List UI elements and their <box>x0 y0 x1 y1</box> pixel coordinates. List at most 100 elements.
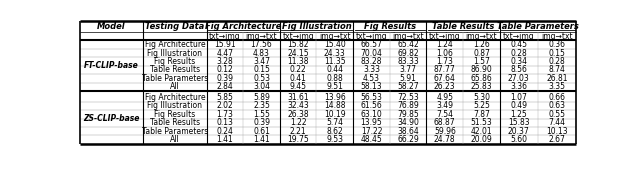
Text: 24.33: 24.33 <box>324 49 346 58</box>
Text: Fig Architecture: Fig Architecture <box>205 22 282 31</box>
Text: Fig Architecture: Fig Architecture <box>145 40 205 49</box>
Text: 0.61: 0.61 <box>253 127 270 136</box>
Text: 1.57: 1.57 <box>473 57 490 66</box>
Text: 38.64: 38.64 <box>397 127 419 136</box>
Text: txt→img: txt→img <box>429 32 461 41</box>
Text: 1.07: 1.07 <box>511 93 527 102</box>
Text: img→txt: img→txt <box>319 32 351 41</box>
Text: 70.04: 70.04 <box>360 49 383 58</box>
Text: 13.95: 13.95 <box>360 118 382 127</box>
Text: 66.57: 66.57 <box>360 40 383 49</box>
Text: 1.41: 1.41 <box>253 135 270 144</box>
Text: 3.35: 3.35 <box>548 82 566 91</box>
Text: 0.49: 0.49 <box>510 101 527 110</box>
Text: Table Results: Table Results <box>150 65 200 75</box>
Text: 4.47: 4.47 <box>216 49 234 58</box>
Text: Fig Illustration: Fig Illustration <box>282 22 351 31</box>
Text: 3.04: 3.04 <box>253 82 270 91</box>
Text: 0.39: 0.39 <box>253 118 270 127</box>
Text: 1.73: 1.73 <box>216 110 234 119</box>
Text: 5.85: 5.85 <box>216 93 234 102</box>
Text: 68.87: 68.87 <box>434 118 456 127</box>
Text: 10.13: 10.13 <box>546 127 568 136</box>
Text: 0.39: 0.39 <box>216 74 234 83</box>
Text: 0.63: 0.63 <box>548 101 566 110</box>
Text: 63.10: 63.10 <box>360 110 382 119</box>
Text: All: All <box>170 135 180 144</box>
Text: 0.87: 0.87 <box>473 49 490 58</box>
Text: 48.45: 48.45 <box>360 135 382 144</box>
Text: 66.29: 66.29 <box>397 135 419 144</box>
Text: 86.90: 86.90 <box>470 65 492 75</box>
Text: 32.43: 32.43 <box>287 101 309 110</box>
Text: 2.84: 2.84 <box>216 82 233 91</box>
Text: 3.49: 3.49 <box>436 101 453 110</box>
Text: 10.19: 10.19 <box>324 110 346 119</box>
Text: 51.53: 51.53 <box>470 118 492 127</box>
Text: 61.56: 61.56 <box>360 101 382 110</box>
Text: 26.38: 26.38 <box>287 110 309 119</box>
Text: 7.87: 7.87 <box>473 110 490 119</box>
Text: 42.01: 42.01 <box>470 127 492 136</box>
Text: 0.36: 0.36 <box>548 40 566 49</box>
Text: 83.33: 83.33 <box>397 57 419 66</box>
Text: 1.06: 1.06 <box>436 49 453 58</box>
Text: 3.47: 3.47 <box>253 57 270 66</box>
Text: 7.54: 7.54 <box>436 110 453 119</box>
Text: 4.53: 4.53 <box>363 74 380 83</box>
Text: 1.41: 1.41 <box>216 135 233 144</box>
Text: 0.28: 0.28 <box>548 57 565 66</box>
Text: 34.90: 34.90 <box>397 118 419 127</box>
Text: 15.40: 15.40 <box>324 40 346 49</box>
Text: img→txt: img→txt <box>392 32 424 41</box>
Text: 26.23: 26.23 <box>434 82 456 91</box>
Text: 8.56: 8.56 <box>511 65 527 75</box>
Text: 0.53: 0.53 <box>253 74 270 83</box>
Text: 17.22: 17.22 <box>361 127 382 136</box>
Text: 5.60: 5.60 <box>510 135 527 144</box>
Text: 0.22: 0.22 <box>290 65 307 75</box>
Text: 5.25: 5.25 <box>473 101 490 110</box>
Text: 5.74: 5.74 <box>326 118 343 127</box>
Text: 83.28: 83.28 <box>361 57 382 66</box>
Text: 5.89: 5.89 <box>253 93 270 102</box>
Text: All: All <box>170 82 180 91</box>
Text: img→txt: img→txt <box>466 32 497 41</box>
Text: 20.09: 20.09 <box>470 135 492 144</box>
Text: 87.77: 87.77 <box>434 65 456 75</box>
Text: Table Parameters: Table Parameters <box>497 22 579 31</box>
Text: 11.35: 11.35 <box>324 57 346 66</box>
Text: 5.30: 5.30 <box>473 93 490 102</box>
Text: 56.53: 56.53 <box>360 93 383 102</box>
Text: 3.28: 3.28 <box>216 57 233 66</box>
Text: 1.55: 1.55 <box>253 110 270 119</box>
Text: 9.45: 9.45 <box>290 82 307 91</box>
Text: txt→img: txt→img <box>356 32 387 41</box>
Text: 0.88: 0.88 <box>326 74 343 83</box>
Text: 15.82: 15.82 <box>287 40 309 49</box>
Text: 69.82: 69.82 <box>397 49 419 58</box>
Text: Table Parameters: Table Parameters <box>142 127 208 136</box>
Text: 0.66: 0.66 <box>548 93 566 102</box>
Text: 26.81: 26.81 <box>546 74 568 83</box>
Text: ZS-CLIP-base: ZS-CLIP-base <box>83 114 140 123</box>
Text: Table Results: Table Results <box>150 118 200 127</box>
Text: 58.27: 58.27 <box>397 82 419 91</box>
Text: 27.03: 27.03 <box>508 74 530 83</box>
Text: 72.53: 72.53 <box>397 93 419 102</box>
Text: Fig Architecture: Fig Architecture <box>145 93 205 102</box>
Text: 13.96: 13.96 <box>324 93 346 102</box>
Text: 67.64: 67.64 <box>434 74 456 83</box>
Text: Fig Results: Fig Results <box>154 110 195 119</box>
Text: 79.85: 79.85 <box>397 110 419 119</box>
Text: 20.37: 20.37 <box>508 127 530 136</box>
Text: 7.44: 7.44 <box>548 118 566 127</box>
Text: 65.86: 65.86 <box>470 74 492 83</box>
Text: Fig Illustration: Fig Illustration <box>147 49 202 58</box>
Text: txt→img: txt→img <box>282 32 314 41</box>
Text: 0.55: 0.55 <box>548 110 566 119</box>
Text: 4.83: 4.83 <box>253 49 270 58</box>
Text: 19.75: 19.75 <box>287 135 309 144</box>
Text: 17.56: 17.56 <box>251 40 273 49</box>
Text: Fig Results: Fig Results <box>364 22 416 31</box>
